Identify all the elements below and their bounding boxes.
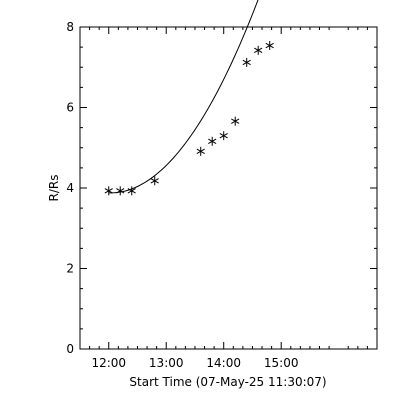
data-point [265,41,274,51]
y-tick-label: 6 [66,101,74,115]
y-axis: 0 2 4 6 8 [66,20,377,356]
y-tick-label: 0 [66,342,74,356]
y-tick-label: 8 [66,20,74,34]
x-tick-label: 14:00 [206,356,241,370]
data-point [116,186,125,196]
y-axis-label: R/Rs [47,175,61,202]
data-point [196,146,205,156]
data-point [242,57,251,67]
data-point [104,186,113,196]
y-tick-label: 2 [66,262,74,276]
data-point [127,186,136,196]
data-point [219,131,228,141]
data-points [104,41,274,196]
y-tick-label: 4 [66,181,74,195]
x-tick-label: 15:00 [264,356,299,370]
fit-curve [108,0,259,194]
data-point [208,136,217,146]
x-axis-label: Start Time (07-May-25 11:30:07) [129,375,326,389]
x-axis: 12:00 13:00 14:00 15:00 [79,27,378,370]
data-point [150,176,159,186]
x-tick-label: 12:00 [91,356,126,370]
x-tick-label: 13:00 [149,356,184,370]
data-point [254,45,263,55]
data-point [231,116,240,126]
plot-frame [79,26,378,350]
